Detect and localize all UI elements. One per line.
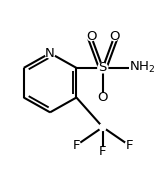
Text: S: S (99, 61, 107, 74)
Text: F: F (125, 139, 133, 152)
Circle shape (110, 33, 118, 41)
Circle shape (99, 148, 107, 156)
Text: NH$_2$: NH$_2$ (129, 60, 156, 76)
Text: F: F (99, 145, 107, 158)
Circle shape (99, 93, 107, 102)
Circle shape (87, 33, 95, 41)
Circle shape (125, 141, 133, 149)
Circle shape (72, 141, 81, 149)
Text: F: F (73, 139, 80, 152)
Text: N: N (45, 47, 55, 60)
Circle shape (99, 124, 106, 130)
Text: O: O (97, 91, 108, 104)
Circle shape (98, 63, 108, 73)
Text: O: O (109, 30, 120, 43)
Circle shape (45, 48, 55, 58)
Text: O: O (86, 30, 96, 43)
